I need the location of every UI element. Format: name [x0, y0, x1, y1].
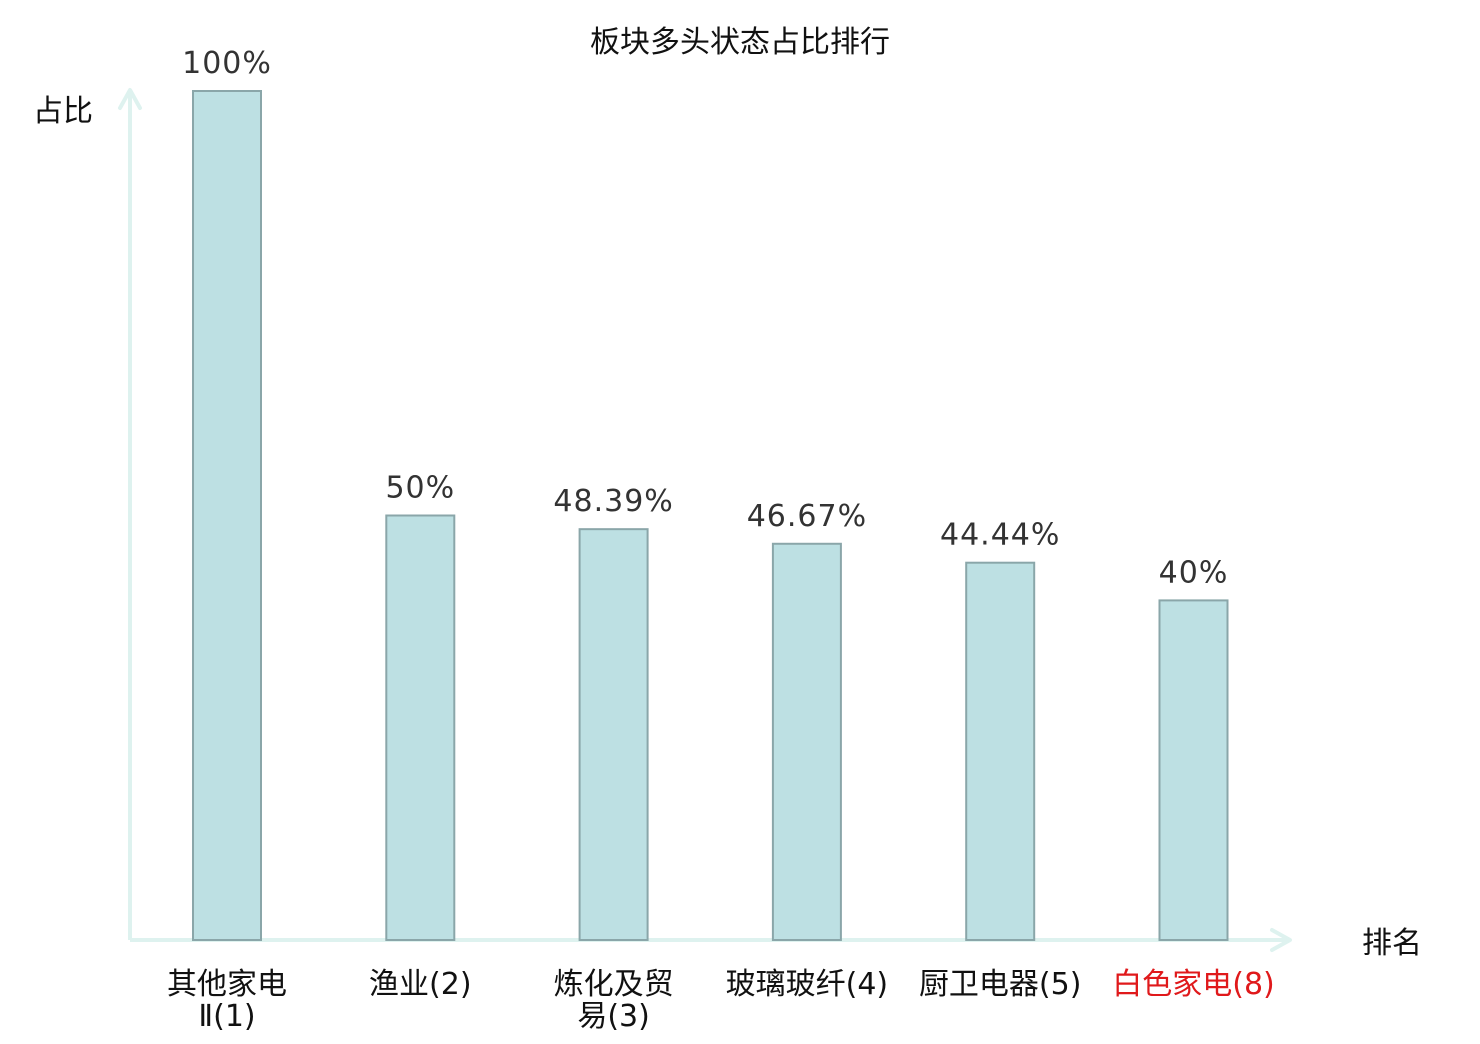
bar — [578, 528, 649, 941]
bar — [965, 561, 1036, 941]
x-axis-arrow — [1270, 928, 1292, 952]
y-axis-arrow — [118, 88, 142, 110]
bar — [192, 90, 262, 941]
x-tick-label: 易(3) — [577, 999, 650, 1034]
x-tick-label: 白色家电(8) — [1112, 967, 1275, 1002]
x-axis-label: 排名 — [1362, 926, 1422, 961]
bar-value-label: 46.67% — [747, 499, 867, 534]
x-tick-label: 玻璃玻纤(4) — [726, 967, 889, 1002]
bar — [1158, 599, 1229, 942]
x-tick-label: Ⅱ(1) — [198, 999, 255, 1034]
y-axis-label: 占比 — [33, 94, 93, 129]
axes — [118, 88, 1292, 952]
bar-value-label: 50% — [385, 471, 455, 506]
chart-title: 板块多头状态占比排行 — [590, 25, 890, 60]
bar — [385, 514, 456, 941]
x-tick-label: 炼化及贸 — [554, 967, 674, 1002]
bar — [771, 542, 842, 942]
bar-value-label: 100% — [182, 46, 272, 81]
x-tick-label: 厨卫电器(5) — [919, 967, 1082, 1002]
bar-value-label: 44.44% — [940, 518, 1060, 553]
bar-value-label: 40% — [1159, 555, 1229, 590]
bars-group — [192, 90, 1229, 942]
x-tick-label: 渔业(2) — [369, 967, 472, 1002]
value-labels-group: 100% 50% 48.39% 46.67% 44.44% 40% — [182, 46, 1229, 590]
bar-value-label: 48.39% — [553, 484, 673, 519]
x-tick-label: 其他家电 — [167, 967, 287, 1002]
